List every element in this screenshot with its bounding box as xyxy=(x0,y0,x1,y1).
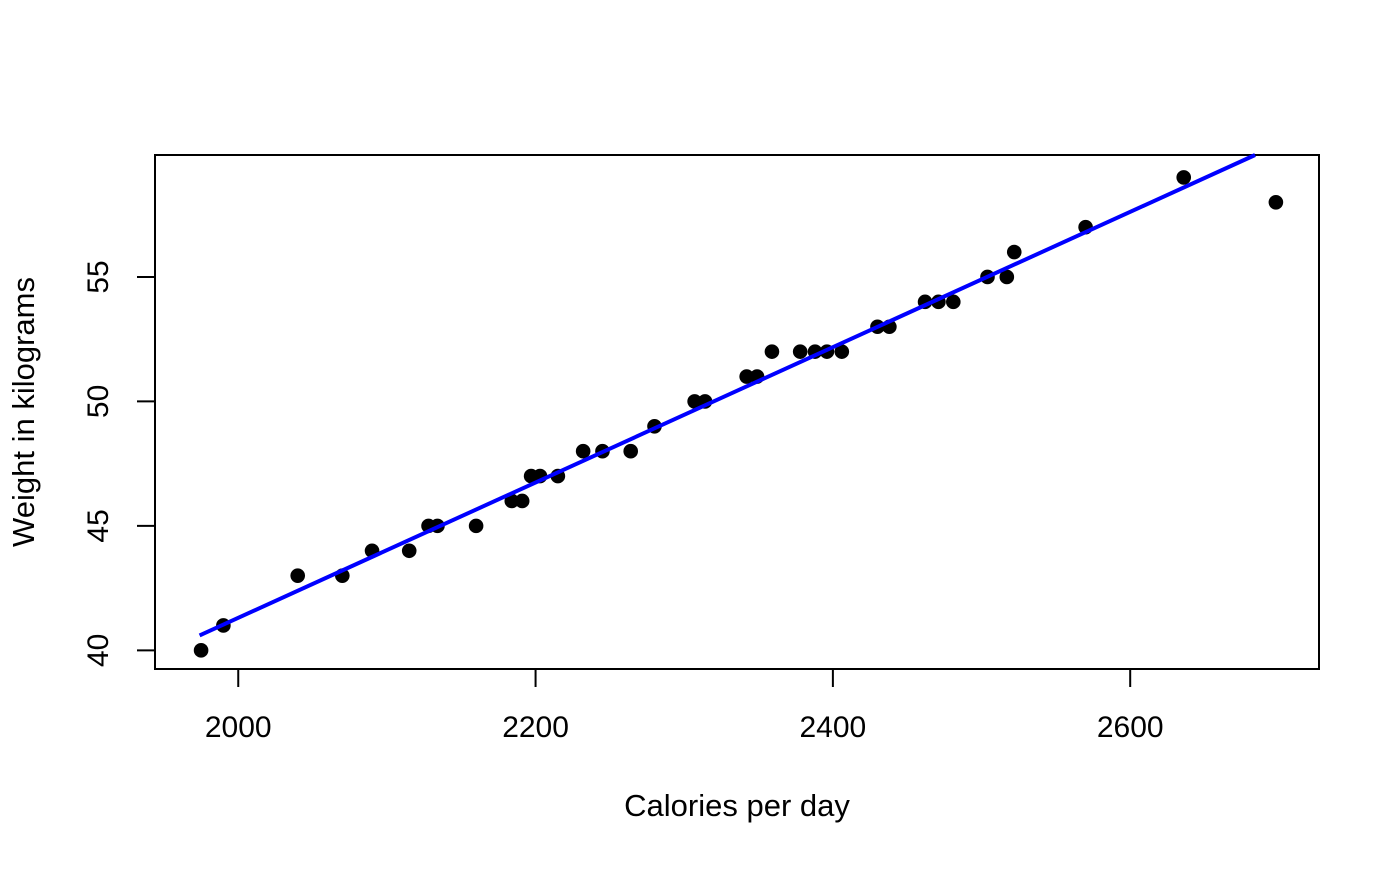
data-point xyxy=(739,369,754,384)
data-point xyxy=(514,493,530,509)
data-point xyxy=(290,568,306,583)
x-tick-label: 2200 xyxy=(502,711,569,744)
plot-border xyxy=(154,154,1320,670)
data-point xyxy=(623,443,639,459)
data-point xyxy=(1268,194,1284,210)
data-point xyxy=(1176,170,1192,185)
x-tick-label: 2000 xyxy=(205,711,272,744)
data-point xyxy=(1006,244,1022,260)
x-tick-label: 2400 xyxy=(800,711,867,744)
y-tick-label: 50 xyxy=(82,385,115,418)
y-tick-label: 45 xyxy=(82,509,115,542)
data-point xyxy=(945,294,961,310)
data-point xyxy=(468,518,484,534)
y-tick-label: 40 xyxy=(82,634,115,667)
data-point xyxy=(504,493,520,509)
x-axis: 2000 2200 2400 2600 xyxy=(205,669,1164,744)
y-axis-title: Weight in kilograms xyxy=(6,277,41,547)
data-point xyxy=(575,443,591,459)
data-point xyxy=(999,269,1015,285)
data-points-layer xyxy=(193,170,1284,658)
x-axis-title: Calories per day xyxy=(624,788,850,823)
data-point xyxy=(193,643,209,658)
data-point xyxy=(687,394,702,409)
data-point xyxy=(764,344,780,359)
y-tick-label: 55 xyxy=(82,260,115,293)
regression-line xyxy=(198,153,1256,638)
data-point xyxy=(401,543,417,559)
data-point xyxy=(834,344,850,359)
data-point xyxy=(792,344,808,359)
y-axis: 40 45 50 55 xyxy=(82,260,155,667)
x-tick-label: 2600 xyxy=(1097,711,1164,744)
